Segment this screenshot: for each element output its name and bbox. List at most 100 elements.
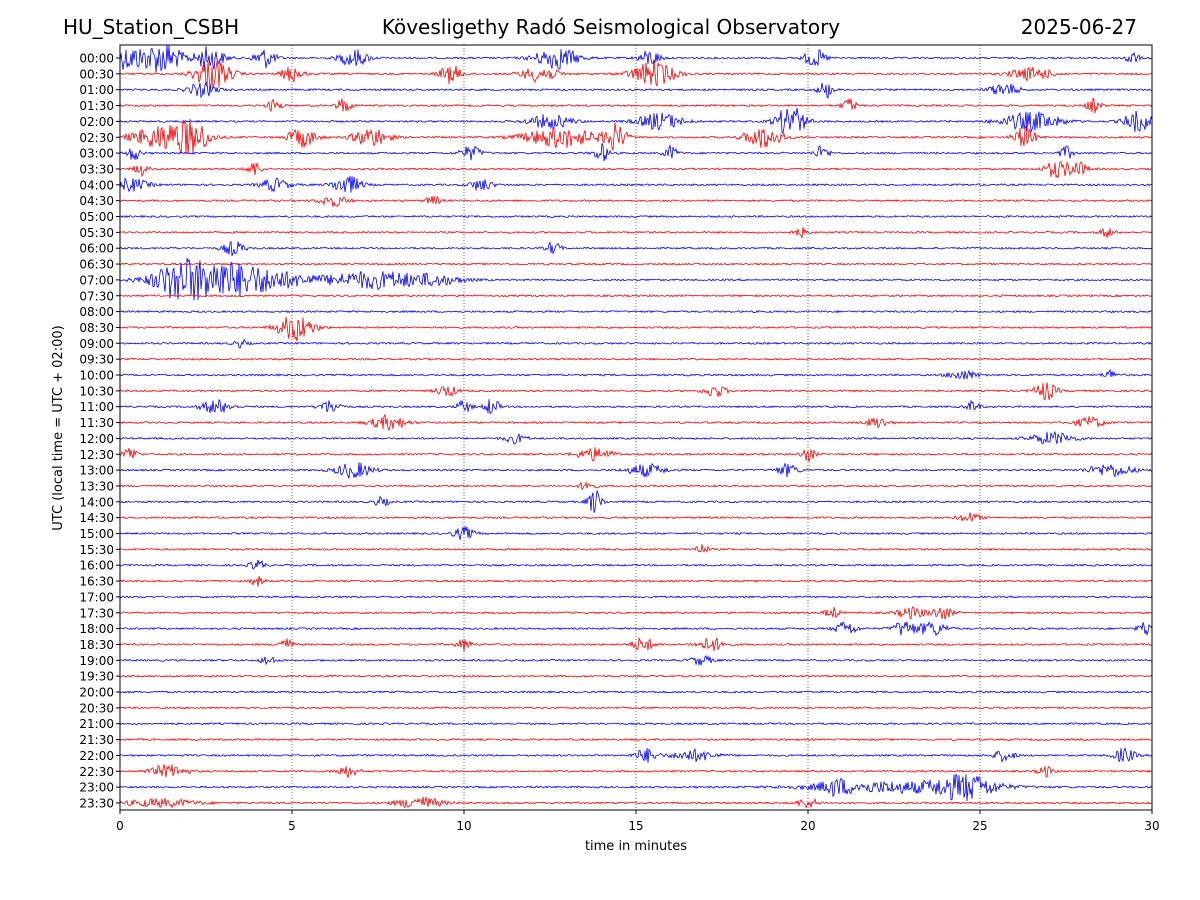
y-tick-label: 09:30: [79, 353, 114, 367]
trace-row-0930: [120, 357, 1152, 361]
y-tick-label: 17:00: [79, 590, 114, 604]
trace-row-0630: [120, 262, 1152, 266]
x-tick-label: 0: [116, 819, 124, 833]
trace-row-1030: [120, 382, 1152, 401]
x-tick-label: 25: [972, 819, 987, 833]
trace-row-2130: [120, 737, 1152, 742]
y-tick-label: 06:30: [79, 258, 114, 272]
y-tick-label: 12:30: [79, 448, 114, 462]
y-tick-label: 10:00: [79, 369, 114, 383]
grid-lines: [291, 45, 981, 810]
y-tick-label: 23:00: [79, 781, 114, 795]
trace-row-1930: [120, 674, 1152, 678]
y-tick-label: 13:30: [79, 479, 114, 493]
y-tick-label: 18:00: [79, 622, 114, 636]
trace-row-0400: [120, 175, 1152, 193]
x-tick-label: 15: [628, 819, 643, 833]
trace-row-0730: [120, 294, 1152, 298]
trace-row-2030: [120, 706, 1152, 710]
x-tick-label: 5: [288, 819, 296, 833]
y-axis-label: UTC (local time = UTC + 02:00): [51, 325, 66, 530]
y-tick-label: 03:30: [79, 162, 114, 176]
trace-row-0230: [120, 118, 1152, 155]
y-tick-label: 22:00: [79, 749, 114, 763]
y-tick-label: 17:30: [79, 606, 114, 620]
y-tick-label: 15:30: [79, 543, 114, 557]
trace-row-1000: [120, 368, 1152, 380]
trace-row-2200: [120, 747, 1152, 764]
y-tick-label: 00:00: [79, 52, 114, 66]
y-tick-label: 23:30: [79, 796, 114, 810]
y-tick-label: 04:00: [79, 178, 114, 192]
y-tick-label: 20:00: [79, 686, 114, 700]
trace-row-0300: [120, 142, 1152, 162]
y-tick-label: 03:00: [79, 147, 114, 161]
trace-row-1430: [120, 512, 1152, 523]
y-tick-label: 06:00: [79, 242, 114, 256]
x-tick-label: 10: [456, 819, 471, 833]
trace-row-0130: [120, 97, 1152, 114]
trace-row-0000: [120, 45, 1152, 73]
trace-row-1330: [120, 481, 1152, 491]
trace-row-0530: [120, 227, 1152, 239]
trace-row-2100: [120, 722, 1152, 726]
y-tick-label: 22:30: [79, 765, 114, 779]
trace-row-1130: [120, 413, 1152, 432]
y-tick-label: 19:00: [79, 654, 114, 668]
trace-row-1700: [120, 595, 1152, 599]
traces: [120, 45, 1152, 809]
x-axis-label: time in minutes: [585, 839, 687, 854]
trace-row-2330: [120, 796, 1152, 809]
trace-row-0030: [120, 60, 1152, 89]
y-tick-label: 09:00: [79, 337, 114, 351]
trace-row-1100: [120, 399, 1152, 415]
y-tick-label: 16:30: [79, 575, 114, 589]
trace-row-1730: [120, 605, 1152, 620]
trace-row-2300: [120, 773, 1152, 802]
trace-row-0430: [120, 195, 1152, 208]
y-tick-label: 15:00: [79, 527, 114, 541]
y-tick-label: 21:00: [79, 717, 114, 731]
trace-row-1630: [120, 575, 1152, 587]
y-tick-label: 00:30: [79, 67, 114, 81]
trace-row-0600: [120, 240, 1152, 256]
trace-row-2230: [120, 764, 1152, 778]
y-tick-label: 08:00: [79, 305, 114, 319]
y-tick-label: 12:00: [79, 432, 114, 446]
y-tick-label: 04:30: [79, 194, 114, 208]
trace-row-1200: [120, 431, 1152, 445]
trace-row-0700: [120, 257, 1152, 301]
y-tick-label: 14:00: [79, 495, 114, 509]
x-tick-label: 20: [800, 819, 815, 833]
y-tick-label: 05:00: [79, 210, 114, 224]
trace-row-1300: [120, 462, 1152, 479]
trace-row-0900: [120, 338, 1152, 349]
x-tick-label: 30: [1144, 819, 1159, 833]
trace-row-1800: [120, 621, 1152, 637]
trace-row-1600: [120, 559, 1152, 570]
y-tick-label: 02:30: [79, 131, 114, 145]
trace-row-1900: [120, 655, 1152, 666]
trace-row-0330: [120, 160, 1152, 179]
y-tick-label: 01:00: [79, 83, 114, 97]
trace-row-0800: [120, 309, 1152, 314]
trace-row-0830: [120, 316, 1152, 342]
trace-row-1530: [120, 544, 1152, 553]
y-tick-label: 18:30: [79, 638, 114, 652]
y-tick-label: 11:30: [79, 416, 114, 430]
y-tick-label: 10:30: [79, 384, 114, 398]
x-axis-ticks: 0 5 10 15 20 25 30: [116, 810, 1160, 833]
trace-row-1230: [120, 447, 1152, 462]
trace-row-0200: [120, 107, 1152, 134]
trace-row-1500: [120, 526, 1152, 540]
date-title: 2025-06-27: [1020, 15, 1137, 39]
y-tick-label: 05:30: [79, 226, 114, 240]
station-title: HU_Station_CSBH: [63, 15, 240, 39]
trace-row-1400: [120, 490, 1152, 513]
trace-row-0100: [120, 81, 1152, 100]
y-tick-label: 19:30: [79, 670, 114, 684]
trace-row-1830: [120, 636, 1152, 652]
y-tick-label: 13:00: [79, 464, 114, 478]
